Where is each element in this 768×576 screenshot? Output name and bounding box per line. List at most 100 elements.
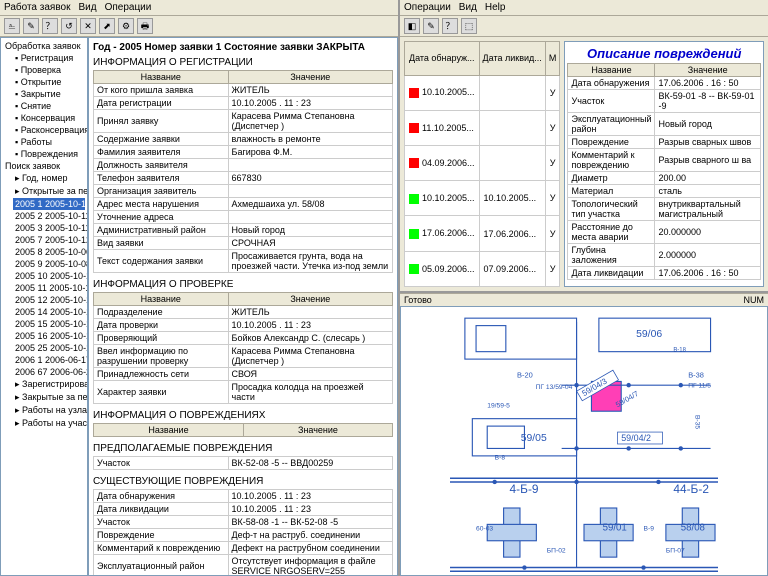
tool-icon[interactable]: ⬈: [99, 18, 115, 34]
tree-item[interactable]: 2005 10 2005-10-13: [13, 270, 85, 282]
menu-item[interactable]: Работа заявок: [4, 2, 70, 13]
menu-item[interactable]: Операции: [105, 2, 152, 13]
field-label: Должность заявителя: [94, 159, 229, 172]
tree-item[interactable]: 2005 14 2005-10-13: [13, 306, 85, 318]
field-label: Вид заявки: [94, 237, 229, 250]
tool-icon[interactable]: 🖶: [137, 18, 153, 34]
field-label: Содержание заявки: [94, 133, 229, 146]
field-value: ВК-59-01 -8 -- ВК-59-01 -9: [655, 90, 761, 113]
tree-item[interactable]: 2005 1 2005-10-10: [13, 198, 85, 210]
tree-item[interactable]: 2005 25 2005-10-18: [13, 342, 85, 354]
tree-item[interactable]: ▸ Зарегистрированные за: [13, 378, 85, 391]
tool-icon[interactable]: ⬚: [461, 18, 477, 34]
field-label: Расстояние до места аварии: [568, 221, 655, 244]
tree-item[interactable]: 2005 7 2005-10-12: [13, 234, 85, 246]
field-value: Багирова Ф.М.: [228, 146, 392, 159]
tree-item[interactable]: 2005 11 2005-10-13: [13, 282, 85, 294]
tree-item[interactable]: ▪ Работы: [13, 136, 85, 148]
tree-item[interactable]: ▸ Работы на участках: [13, 417, 85, 430]
field-value: [228, 185, 392, 198]
field-label: Принял заявку: [94, 110, 229, 133]
field-label: Комментарий к повреждению: [94, 542, 229, 555]
tree-item[interactable]: 2005 3 2005-10-11: [13, 222, 85, 234]
left-toolbar: ⎁ ✎ ？ ↺ ✕ ⬈ ⚙ 🖶: [0, 16, 398, 37]
field-label: Дата обнаружения: [94, 490, 229, 503]
svg-text:44-Б-2: 44-Б-2: [673, 482, 709, 496]
field-value: 2.000000: [655, 244, 761, 267]
tool-icon[interactable]: ⚙: [118, 18, 134, 34]
tree-item[interactable]: 2006 67 2006-06-21: [13, 366, 85, 378]
nav-tree[interactable]: Обработка заявок ▪ Регистрация▪ Проверка…: [0, 37, 88, 576]
alert-date2: [479, 146, 545, 181]
tree-item[interactable]: ▪ Проверка: [13, 64, 85, 76]
field-value: Бойков Александр С. (слесарь ): [228, 332, 392, 345]
tree-item[interactable]: ▸ Работы на узлах: [13, 404, 85, 417]
field-label: Фамилия заявителя: [94, 146, 229, 159]
field-label: От кого пришла заявка: [94, 84, 229, 97]
alert-date1[interactable]: 11.10.2005...: [405, 110, 480, 145]
alert-date1[interactable]: 17.06.2006...: [405, 216, 480, 251]
tree-item[interactable]: ▪ Повреждения: [13, 148, 85, 160]
field-label: Адрес места нарушения: [94, 198, 229, 211]
svg-text:В-18: В-18: [673, 348, 686, 354]
alert-date1[interactable]: 05.09.2006...: [405, 251, 480, 286]
tree-item[interactable]: ▪ Снятие: [13, 100, 85, 112]
svg-text:19/59-5: 19/59-5: [487, 403, 510, 410]
tool-icon[interactable]: ✕: [80, 18, 96, 34]
damage-sub1: ПРЕДПОЛАГАЕМЫЕ ПОВРЕЖДЕНИЯ: [93, 441, 393, 456]
alert-date1[interactable]: 10.10.2005...: [405, 181, 480, 216]
field-label: Комментарий к повреждению: [568, 149, 655, 172]
field-label: Дата ликвидации: [94, 503, 229, 516]
tree-item[interactable]: ▪ Консервация: [13, 112, 85, 124]
svg-text:60-03: 60-03: [476, 525, 493, 532]
menu-item[interactable]: Операции: [404, 2, 451, 13]
tree-item[interactable]: ▸ Открытые за период: [13, 185, 85, 198]
field-value: 10.10.2005 . 11 : 23: [228, 490, 392, 503]
tool-icon[interactable]: ✎: [423, 18, 439, 34]
svg-text:59/04/2: 59/04/2: [621, 433, 651, 443]
field-value: 10.10.2005 . 11 : 23: [228, 97, 392, 110]
tree-item[interactable]: ▪ Регистрация: [13, 52, 85, 64]
field-label: Участок: [568, 90, 655, 113]
tree-item[interactable]: ▸ Год, номер: [13, 172, 85, 185]
svg-text:4-Б-9: 4-Б-9: [510, 482, 539, 496]
tree-item[interactable]: 2005 16 2005-10-11: [13, 330, 85, 342]
tree-item[interactable]: ▪ Закрытие: [13, 88, 85, 100]
field-label: Телефон заявителя: [94, 172, 229, 185]
damage-description-panel: Описание повреждений НазваниеЗначениеДат…: [564, 41, 764, 287]
statusbar: ГотовоNUM: [400, 293, 768, 306]
tree-root[interactable]: Обработка заявок: [3, 40, 85, 52]
menu-item[interactable]: Вид: [78, 2, 96, 13]
field-value: 10.10.2005 . 11 : 23: [228, 319, 392, 332]
tree-item[interactable]: 2006 1 2006-06-17 2: [13, 354, 85, 366]
tool-icon[interactable]: ？: [442, 18, 458, 34]
section-damage: ИНФОРМАЦИЯ О ПОВРЕЖДЕНИЯХ: [93, 408, 393, 423]
tool-icon[interactable]: ◧: [404, 18, 420, 34]
tree-item[interactable]: ▪ Открытие: [13, 76, 85, 88]
menu-item[interactable]: Help: [485, 2, 506, 13]
svg-text:В-20: В-20: [517, 371, 533, 380]
field-value: ВК-52-08 -5 -- ВВД00259: [228, 457, 392, 470]
tree-item[interactable]: 2005 15 2005-10-13: [13, 318, 85, 330]
tree-item[interactable]: 2005 9 2005-10-08: [13, 258, 85, 270]
field-value: 20.000000: [655, 221, 761, 244]
tree-item[interactable]: ▸ Закрытые за период: [13, 391, 85, 404]
alert-m: У: [545, 181, 560, 216]
tool-icon[interactable]: ↺: [61, 18, 77, 34]
field-label: Эксплуатационный район: [94, 555, 229, 576]
tree-search[interactable]: Поиск заявок: [3, 160, 85, 172]
tool-icon[interactable]: ⎁: [4, 18, 20, 34]
tool-icon[interactable]: ？: [42, 18, 58, 34]
alert-date1[interactable]: 04.09.2006...: [405, 146, 480, 181]
tree-item[interactable]: 2005 8 2005-10-06 2: [13, 246, 85, 258]
menu-item[interactable]: Вид: [459, 2, 477, 13]
tree-item[interactable]: ▪ Расконсервация: [13, 124, 85, 136]
tool-icon[interactable]: ✎: [23, 18, 39, 34]
map-canvas[interactable]: 59/06В-18В-20ПГ 13/59-0419/59-559/04/359…: [400, 306, 768, 576]
alert-table[interactable]: Дата обнаруж...Дата ликвид...М 10.10.200…: [404, 41, 560, 287]
tree-item[interactable]: 2005 12 2005-10-13: [13, 294, 85, 306]
alert-date1[interactable]: 10.10.2005...: [405, 75, 480, 110]
field-label: Участок: [94, 457, 229, 470]
tree-item[interactable]: 2005 2 2005-10-11: [13, 210, 85, 222]
svg-text:58/08: 58/08: [681, 522, 705, 533]
